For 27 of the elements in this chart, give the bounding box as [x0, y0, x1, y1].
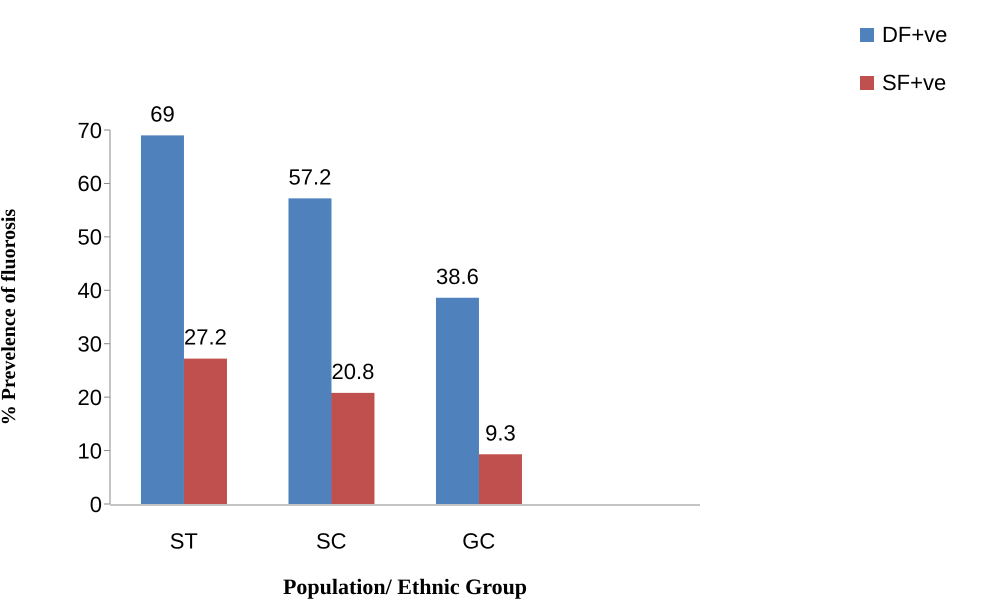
bar: [288, 198, 332, 504]
x-tick-label: GC: [462, 528, 496, 554]
x-axis-title: Population/ Ethnic Group: [282, 574, 528, 599]
y-axis-title: % Prevelence of fluorosis: [0, 208, 20, 426]
y-tick-label: 0: [90, 492, 102, 517]
x-tick-label: ST: [170, 528, 198, 554]
y-tick-label: 60: [78, 171, 102, 196]
bar: [140, 135, 184, 504]
bar: [331, 392, 374, 504]
y-tick-label: 50: [78, 224, 102, 250]
legend-label: SF+ve: [882, 70, 946, 96]
bar: [184, 358, 227, 504]
data-label: 27.2: [184, 324, 227, 350]
data-label: 9.3: [485, 420, 516, 446]
data-label: 20.8: [332, 358, 374, 384]
data-label: 69: [150, 101, 175, 126]
bar: [478, 454, 522, 504]
y-tick-label: 20: [78, 384, 102, 410]
data-label: 38.6: [436, 264, 479, 289]
y-tick-label: 30: [78, 332, 102, 357]
bar: [436, 298, 479, 504]
legend-label: DF+ve: [882, 22, 948, 48]
x-tick-label: SC: [316, 528, 347, 554]
y-tick-label: 10: [78, 438, 102, 464]
y-tick-label: 70: [78, 118, 102, 143]
y-tick-label: 40: [78, 278, 102, 304]
data-label: 57.2: [288, 164, 332, 190]
